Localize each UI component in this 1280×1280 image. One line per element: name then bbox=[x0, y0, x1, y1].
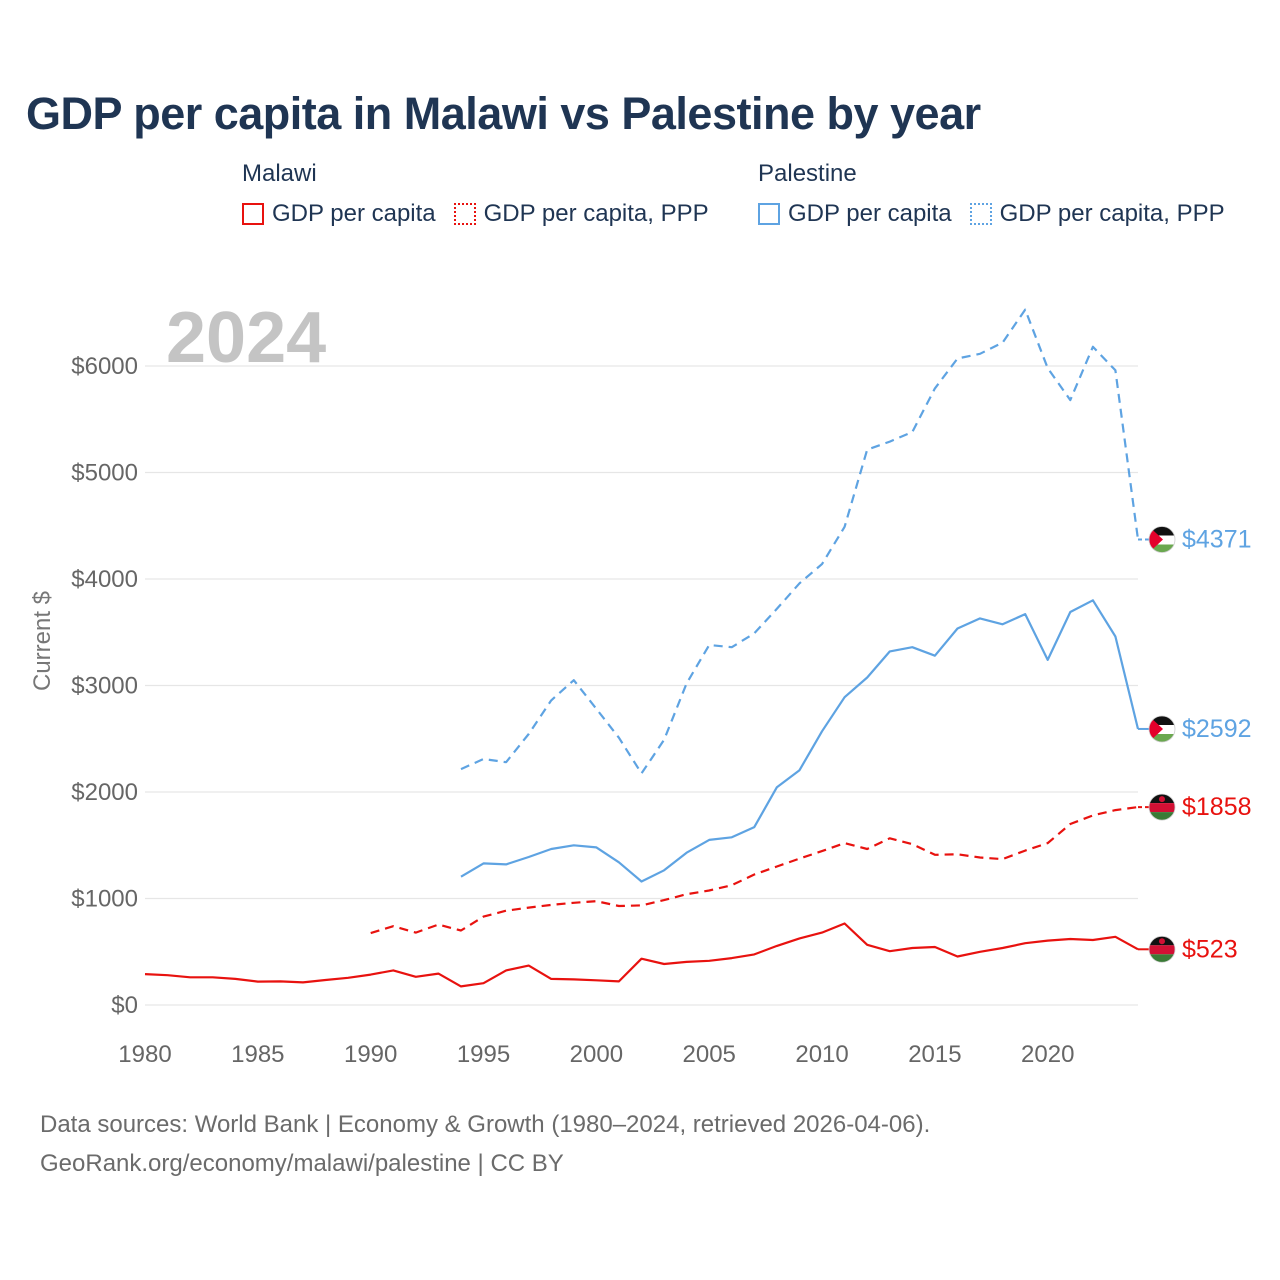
line-chart: 2024 Current $ $0 $1000 $2000 $3000 $4000 $50… bbox=[29, 298, 1252, 1068]
series-line-1 bbox=[370, 806, 1139, 935]
x-tick-label: 2010 bbox=[795, 1041, 848, 1068]
malawi-flag-icon bbox=[1148, 935, 1176, 963]
series-line-0 bbox=[144, 922, 1139, 988]
legend-label: GDP per capita bbox=[272, 200, 436, 227]
legend-swatch-solid-blue bbox=[758, 203, 780, 225]
legend-palestine-gdp[interactable]: GDP per capita bbox=[758, 200, 952, 228]
legend-malawi-gdp-ppp[interactable]: GDP per capita, PPP bbox=[453, 200, 709, 228]
legend-malawi-title: Malawi bbox=[242, 160, 317, 187]
legend-label: GDP per capita, PPP bbox=[999, 200, 1225, 227]
legend-palestine-gdp-ppp[interactable]: GDP per capita, PPP bbox=[969, 200, 1225, 228]
legend-label: GDP per capita, PPP bbox=[483, 200, 709, 227]
legend-label: GDP per capita bbox=[788, 200, 952, 227]
series-line-3 bbox=[460, 308, 1140, 775]
year-watermark: 2024 bbox=[166, 298, 326, 378]
y-tick-label: $6000 bbox=[71, 353, 138, 380]
x-tick-label: 1980 bbox=[118, 1041, 171, 1068]
malawi-flag-icon bbox=[1148, 793, 1176, 821]
footer-sources: Data sources: World Bank | Economy & Gro… bbox=[40, 1111, 931, 1138]
legend-palestine-title: Palestine bbox=[758, 160, 857, 187]
legend-swatch-solid-red bbox=[242, 203, 264, 225]
x-tick-label: 1990 bbox=[344, 1041, 397, 1068]
y-tick-label: $3000 bbox=[71, 673, 138, 700]
y-tick-labels: $0 $1000 $2000 $3000 $4000 $5000 $6000 bbox=[71, 353, 138, 1019]
chart-title: GDP per capita in Malawi vs Palestine by… bbox=[26, 88, 981, 139]
end-value-label: $2592 bbox=[1182, 715, 1252, 743]
footer: Data sources: World Bank | Economy & Gro… bbox=[40, 1105, 930, 1183]
legend-malawi-gdp[interactable]: GDP per capita bbox=[242, 200, 436, 228]
palestine-flag-icon bbox=[1148, 715, 1176, 743]
x-tick-labels: 1980 1985 1990 1995 2000 2005 2010 2015 2020 bbox=[118, 1041, 1074, 1068]
legend-malawi: Malawi GDP per capita GDP per capita, PP… bbox=[242, 160, 709, 228]
series-lines bbox=[144, 308, 1140, 988]
y-tick-label: $5000 bbox=[71, 460, 138, 487]
y-tick-label: $1000 bbox=[71, 886, 138, 913]
x-tick-label: 2005 bbox=[683, 1041, 736, 1068]
y-axis-label: Current $ bbox=[29, 591, 56, 691]
grid-lines bbox=[145, 365, 1138, 1006]
end-value-label: $1858 bbox=[1182, 793, 1252, 821]
end-markers: $523 $1858 $2592 $4371 bbox=[1138, 525, 1252, 963]
series-line-2 bbox=[460, 599, 1140, 883]
legend-palestine: Palestine GDP per capita GDP per capita,… bbox=[758, 160, 1225, 228]
legend-swatch-dotted-red bbox=[453, 203, 476, 225]
y-tick-label: $0 bbox=[111, 992, 138, 1019]
y-tick-label: $4000 bbox=[71, 566, 138, 593]
palestine-flag-icon bbox=[1148, 526, 1176, 553]
x-tick-label: 2015 bbox=[908, 1041, 961, 1068]
legend-swatch-dotted-blue bbox=[969, 203, 992, 225]
end-value-label: $523 bbox=[1182, 935, 1238, 963]
x-tick-label: 1985 bbox=[231, 1041, 284, 1068]
y-tick-label: $2000 bbox=[71, 779, 138, 806]
x-tick-label: 2020 bbox=[1021, 1041, 1074, 1068]
x-tick-label: 1995 bbox=[457, 1041, 510, 1068]
footer-attribution[interactable]: GeoRank.org/economy/malawi/palestine | C… bbox=[40, 1150, 564, 1177]
x-tick-label: 2000 bbox=[570, 1041, 623, 1068]
end-value-label: $4371 bbox=[1182, 525, 1252, 553]
